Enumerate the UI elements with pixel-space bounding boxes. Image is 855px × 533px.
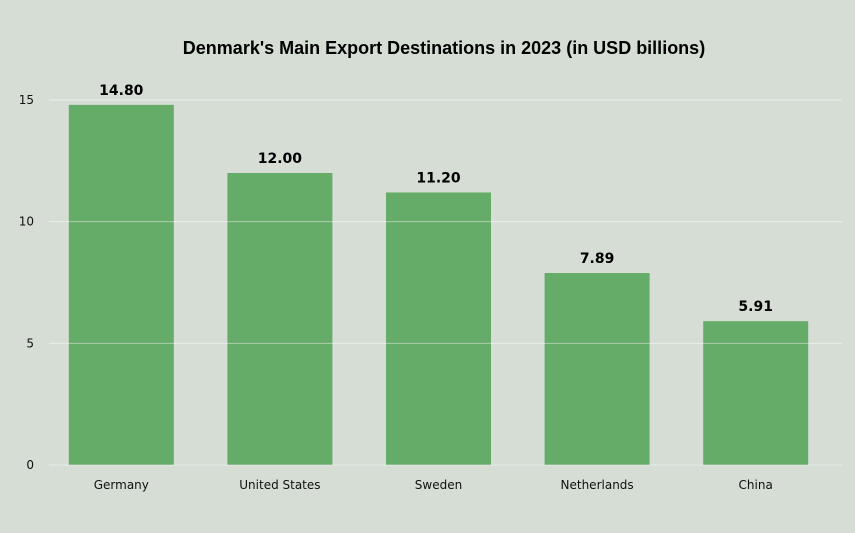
overlay-grid-layer: [49, 99, 842, 466]
data-label: 5.91: [738, 299, 773, 315]
bars-layer: [68, 104, 809, 465]
data-label: 7.89: [580, 251, 615, 267]
x-tick-label: China: [739, 478, 773, 492]
y-tick-label: 10: [19, 215, 34, 229]
bar: [68, 104, 174, 465]
y-tick-label: 5: [26, 336, 34, 350]
x-tick-label: United States: [239, 478, 320, 492]
data-label: 12.00: [258, 151, 303, 167]
bar: [227, 173, 333, 465]
y-tick-label: 15: [19, 93, 34, 107]
bar: [386, 192, 491, 465]
bar: [703, 321, 809, 465]
data-label: 11.20: [416, 170, 461, 186]
x-tick-label: Germany: [94, 478, 149, 492]
labels-layer: 14.80 12.00 11.20 7.89 5.91: [99, 83, 773, 315]
data-label: 14.80: [99, 83, 144, 99]
bar: [544, 273, 650, 465]
y-tick-label: 0: [26, 458, 34, 472]
x-tick-label: Netherlands: [561, 478, 634, 492]
axis-layer: 0 5 10 15 Germany United States Sweden Netherla…: [19, 93, 773, 492]
x-tick-label: Sweden: [415, 478, 462, 492]
chart-title: Denmark's Main Export Destinations in 20…: [183, 38, 705, 58]
